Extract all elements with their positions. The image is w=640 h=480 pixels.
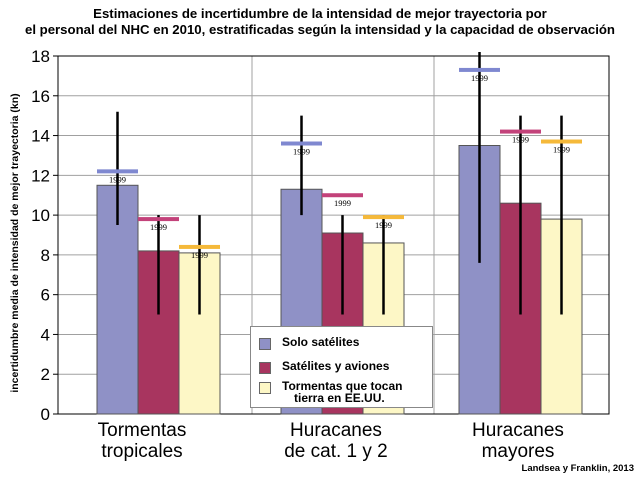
ref-1999-label: 1999	[293, 147, 310, 157]
y-tick-label: 18	[31, 47, 50, 66]
source-credit: Landsea y Franklin, 2013	[521, 463, 634, 474]
ref-1999-marker-satelites-aviones-2	[500, 129, 541, 134]
bar-tormentas-tierra-2	[540, 218, 583, 415]
category-label-huracanes-cat-1-2: Huracanes de cat. 1 y 2	[266, 420, 406, 462]
y-tick-label: 14	[31, 127, 50, 146]
category-label-huracanes-mayores: Huracanes mayores	[448, 420, 588, 462]
category-label-line: Huracanes	[472, 420, 564, 441]
legend-label-tormentas-tierra-line-1: Tormentas que tocan	[282, 379, 403, 393]
ref-1999-label: 1999	[375, 220, 392, 230]
ref-1999-label: 1999	[150, 222, 167, 232]
category-label-line: tropicales	[101, 441, 183, 462]
legend-item-satelites-aviones: Satélites y aviones	[259, 360, 389, 374]
y-tick-label: 4	[41, 325, 50, 344]
legend-swatch-satelites-aviones	[259, 362, 271, 374]
ref-1999-label: 1999	[334, 198, 351, 208]
legend-swatch-tormentas-tierra	[259, 382, 271, 394]
legend-label-tormentas-tierra-line-2: tierra en EE.UU.	[294, 391, 385, 405]
legend-swatch-solo-satelites	[259, 338, 271, 350]
y-tick-label: 16	[31, 87, 50, 106]
category-label-line: de cat. 1 y 2	[284, 441, 388, 462]
y-tick-label: 12	[31, 166, 50, 185]
y-axis-label: incertidumbre media de intensidad de mej…	[9, 93, 21, 392]
ref-1999-marker-solo-satelites-1	[281, 141, 322, 146]
chart-title-line-2: el personal del NHC en 2010, estratifica…	[25, 22, 615, 37]
chart-title: Estimaciones de incertidumbre de la inte…	[0, 6, 640, 38]
legend-label-solo-satelites: Solo satélites	[282, 335, 360, 349]
y-tick-label: 0	[41, 405, 50, 424]
legend: Solo satélites Satélites y aviones Torme…	[250, 326, 433, 408]
legend-item-tormentas-tierra: Tormentas que tocan tierra en EE.UU.	[259, 380, 402, 404]
ref-1999-label: 1999	[512, 135, 529, 145]
y-tick-label: 2	[41, 365, 50, 384]
ref-1999-marker-satelites-aviones-0	[138, 217, 179, 222]
ref-1999-label: 1999	[191, 250, 208, 260]
ref-1999-marker-tormentas-tierra-0	[179, 244, 220, 249]
ref-1999-marker-solo-satelites-2	[459, 67, 500, 72]
ref-1999-label: 1999	[553, 145, 570, 155]
ref-1999-marker-tormentas-tierra-1	[363, 215, 404, 220]
category-label-line: Tormentas	[97, 420, 187, 441]
y-tick-label: 10	[31, 206, 50, 225]
legend-label-satelites-aviones: Satélites y aviones	[282, 359, 390, 373]
ref-1999-marker-satelites-aviones-1	[322, 193, 363, 198]
category-label-tormentas-tropicales: Tormentas tropicales	[72, 420, 212, 462]
legend-item-solo-satelites: Solo satélites	[259, 336, 359, 350]
y-tick-label: 6	[41, 286, 50, 305]
ref-1999-marker-tormentas-tierra-2	[541, 139, 582, 144]
ref-1999-label: 1999	[471, 73, 488, 83]
ref-1999-marker-solo-satelites-0	[97, 169, 138, 174]
category-label-line: Huracanes	[290, 420, 382, 441]
y-tick-label: 8	[41, 246, 50, 265]
category-label-line: mayores	[481, 441, 555, 462]
ref-1999-label: 1999	[109, 174, 126, 184]
chart-title-line-1: Estimaciones de incertidumbre de la inte…	[93, 6, 547, 21]
